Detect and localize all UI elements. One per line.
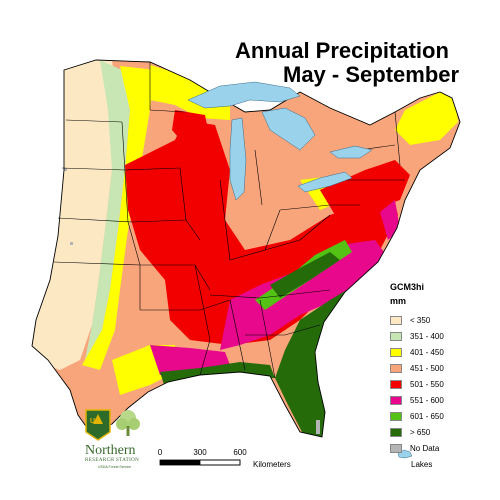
shield-badge-text: US	[90, 418, 100, 425]
legend-swatch	[390, 411, 402, 421]
lake-superior	[187, 81, 301, 109]
logo-tagline: USDA Forest Service	[98, 465, 132, 469]
state-boundaries	[31, 59, 461, 438]
northern-research-station-logo: US Northern RESEARCH STATION USDA Forest…	[84, 408, 164, 469]
legend-label-lakes: Lakes	[411, 459, 433, 469]
legend-row: 351 - 400	[390, 328, 495, 344]
legend-swatch	[390, 347, 402, 357]
logo-station: RESEARCH STATION	[85, 458, 140, 463]
tree-logo-icon	[116, 410, 140, 436]
legend-label: 551 - 600	[410, 395, 444, 405]
lakes-swatch-placeholder	[390, 460, 404, 469]
legend-swatch	[390, 395, 402, 405]
lake-ontario	[329, 145, 373, 159]
legend-row: 451 - 500	[390, 360, 495, 376]
legend-label: 451 - 500	[410, 363, 444, 373]
legend-label: 601 - 650	[410, 411, 444, 421]
scale-unit-label: Kilometers	[253, 460, 291, 469]
legend-items: < 350 351 - 400 401 - 450 451 - 500 501 - 55…	[390, 312, 495, 456]
legend-label: 351 - 400	[410, 331, 444, 341]
scale-tick-0: 0	[157, 448, 163, 457]
logo-name: Northern	[85, 443, 136, 458]
usda-forest-service-shield-icon	[85, 409, 111, 441]
legend-label: 401 - 450	[410, 347, 444, 357]
legend-row: No Data	[390, 440, 495, 456]
legend-row: < 350	[390, 312, 495, 328]
legend: GCM3hi mm < 350 351 - 400 401 - 450 451 - 5…	[390, 282, 495, 472]
lake-erie	[297, 171, 353, 193]
legend-row: 601 - 650	[390, 408, 495, 424]
lake-michigan	[229, 117, 247, 201]
legend-label: < 350	[410, 315, 431, 325]
legend-swatch	[390, 331, 402, 341]
scale-bar	[159, 459, 241, 466]
legend-row: 401 - 450	[390, 344, 495, 360]
map-title-line2: May - September	[283, 62, 460, 87]
legend-swatch	[390, 443, 402, 453]
legend-swatch	[390, 363, 402, 373]
legend-row: 501 - 550	[390, 376, 495, 392]
legend-model-label: GCM3hi	[390, 282, 425, 292]
great-lakes	[187, 81, 373, 201]
legend-swatch	[390, 315, 402, 325]
legend-row: 551 - 600	[390, 392, 495, 408]
legend-label: No Data	[410, 443, 440, 453]
scale-tick-1: 300	[193, 448, 207, 457]
legend-swatch	[390, 379, 402, 389]
legend-label: > 650	[410, 427, 431, 437]
legend-row-lakes: Lakes	[390, 456, 495, 472]
legend-swatch	[390, 427, 402, 437]
legend-row: > 650	[390, 424, 495, 440]
legend-unit-label: mm	[390, 296, 407, 306]
scale-tick-2: 600	[233, 448, 247, 457]
legend-label: 501 - 550	[410, 379, 444, 389]
map-title-line1: Annual Precipitation	[235, 38, 449, 63]
lake-huron	[261, 107, 316, 151]
scale: 0 300 600 Kilometers	[150, 448, 310, 472]
